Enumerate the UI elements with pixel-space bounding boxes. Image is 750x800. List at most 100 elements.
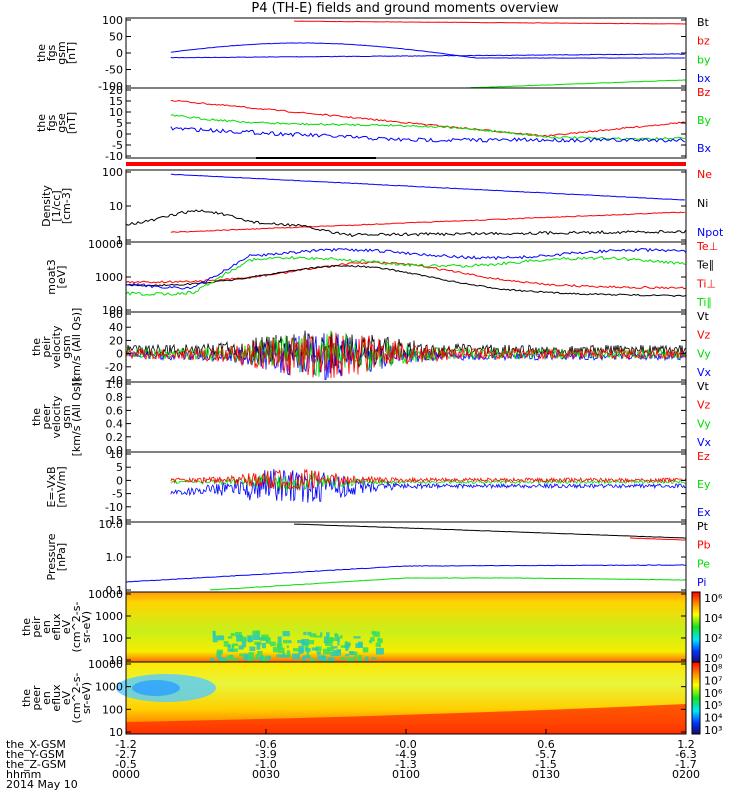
ylabel-line: gsm (55, 41, 68, 64)
panel-p10: 10000 1000 100 10 thepeerenefluxeV(cm^2-s-sr… (20, 658, 723, 739)
series-Ti-blue (125, 247, 687, 290)
spectrogram-cell (252, 630, 260, 635)
ylabel-p7: E=-VxB[mV/m] (45, 466, 68, 507)
series-Pi (125, 564, 687, 583)
spectrogram-cell (241, 640, 247, 648)
ylabel-line: fgs (45, 44, 58, 61)
ytick-label: 15 (109, 95, 123, 108)
ylabel-line: fgs (45, 114, 58, 131)
spectrogram-cell (297, 639, 305, 644)
spectrogram-cell (306, 650, 309, 657)
ytick-label: 5 (116, 461, 123, 474)
series-Bz (170, 99, 685, 137)
ylabel-line: gsm (60, 335, 73, 358)
spectrogram-cell (375, 647, 384, 655)
figure-title: P4 (TH-E) fields and ground moments over… (251, 1, 559, 16)
ytick-label: 20 (109, 84, 123, 97)
series-Vy (125, 331, 687, 377)
ylabel-line: peer (40, 404, 53, 430)
spectrogram-cell (334, 632, 338, 639)
spectrogram-cell (240, 636, 247, 642)
series-by (461, 79, 687, 89)
ylabel-line: velocity (50, 325, 63, 368)
panel-plot-p1 (170, 20, 687, 89)
ytick-label: 0 (116, 474, 123, 487)
legend-Ex: Ex (697, 506, 711, 519)
spectrogram-cell (282, 639, 288, 644)
ytick-label: 10000 (88, 238, 123, 251)
spectrogram-cell (303, 655, 311, 659)
spectrogram-cell (227, 648, 234, 652)
series-Ex (170, 469, 687, 503)
spectrogram-cold-core (132, 680, 180, 696)
legend-Te∥: Te∥ (696, 259, 714, 272)
spectrogram-cell (272, 646, 279, 653)
legend-Vz: Vz (697, 399, 711, 412)
panel-p8: 10.0 1.0 0.1 Pressure[nPa] Pt Pb Pe Pi (45, 518, 711, 597)
spectrogram-cell (292, 653, 300, 660)
spectrogram-cell (230, 648, 238, 652)
ytick-label: -10 (105, 150, 123, 163)
legend-Pi: Pi (697, 576, 706, 589)
legend-Bx: Bx (697, 142, 712, 155)
spectrogram-cell (261, 642, 266, 649)
spectrogram-cell (270, 641, 276, 647)
ytick-label: 1000 (95, 610, 123, 623)
spectrogram-cell (365, 656, 369, 662)
legend-Ni: Ni (697, 197, 708, 210)
spectrogram-cell (217, 650, 222, 655)
ytick-label: 10 (109, 200, 123, 213)
legend-By: By (697, 114, 712, 127)
ytick-label: -40 (105, 374, 123, 387)
spectrogram-cell (282, 631, 290, 637)
panel-p9: 10000 1000 100 10 thepeirenefluxeV(cm^2-s-sr… (20, 588, 723, 667)
series-bx-trend (170, 42, 685, 59)
ylabel-p9: thepeirenefluxeV(cm^2-s-sr-eV) (20, 602, 93, 653)
panel-plot-p3 (125, 173, 687, 238)
spectrogram-cell (223, 641, 229, 645)
spectrogram-cell (230, 633, 235, 637)
ytick-label: 10000 (88, 588, 123, 601)
spectrogram-cell (330, 651, 338, 657)
spectrogram-cell (265, 639, 269, 644)
spectrogram-cell (232, 643, 239, 647)
colorbar-tick: 10⁵ (704, 699, 722, 712)
spectrogram-cell (345, 653, 350, 657)
ephem-value: 0200 (672, 768, 700, 781)
spectrogram-cell (337, 636, 340, 643)
legend-Ti∥: Ti∥ (696, 296, 712, 309)
ytick-label: 100 (102, 703, 123, 716)
series-Npot (170, 173, 685, 201)
ytick-label: 10 (109, 726, 123, 739)
ephem-label: hhmm (6, 768, 41, 781)
ylabel-line: peir (40, 336, 53, 358)
ylabel-p10: thepeerenefluxeV(cm^2-s-sr-eV) (20, 673, 93, 724)
panel-plot-p4 (125, 247, 687, 297)
ytick-label: 0.2 (106, 431, 124, 444)
ylabel-line: [km/s (All Qs)] (70, 378, 83, 457)
spectrogram-cell (248, 655, 252, 663)
ylabel-line: Density (40, 185, 53, 227)
ylabel-line: eflux (50, 613, 63, 641)
ephem-value: -6.3 (675, 748, 696, 761)
spectrogram-cell (317, 655, 325, 661)
ylabel-line: eflux (50, 684, 63, 712)
ytick-label: -20 (105, 361, 123, 374)
ephem-value: 1.2 (677, 738, 695, 751)
ytick-label: 1 (116, 234, 123, 247)
ylabel-p1: thefgsgsm[nT] (35, 41, 78, 64)
panel-plot-p5 (125, 330, 687, 380)
spectrogram-cell (348, 651, 355, 655)
spectrogram-cell (340, 635, 343, 639)
ytick-label: 5 (116, 117, 123, 130)
ytick-label: 10 (109, 448, 123, 461)
ephem-value: 0030 (252, 768, 280, 781)
ytick-label: 40 (109, 321, 123, 334)
panel-frame-p1 (125, 17, 687, 89)
colorbar-tick: 10² (704, 632, 722, 645)
ephem-value: -1.3 (395, 758, 416, 771)
ephem-value: 0000 (112, 768, 140, 781)
series-bx (170, 53, 685, 59)
